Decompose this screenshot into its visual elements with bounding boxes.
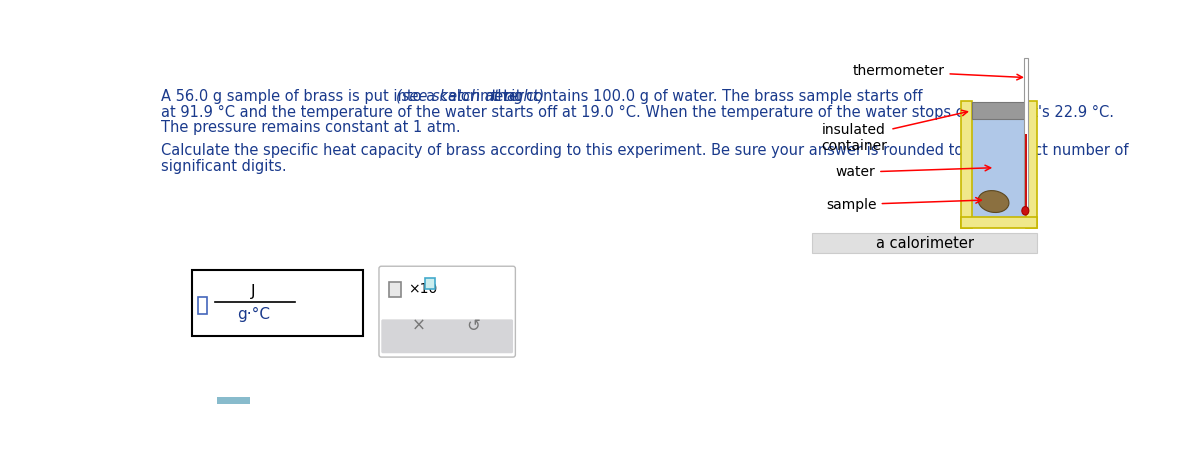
Bar <box>972 102 1026 119</box>
Ellipse shape <box>978 191 1008 212</box>
Text: The pressure remains constant at 1 atm.: The pressure remains constant at 1 atm. <box>161 120 461 135</box>
Bar <box>217 397 250 404</box>
Text: significant digits.: significant digits. <box>161 158 286 173</box>
Text: Calculate the specific heat capacity of brass according to this experiment. Be s: Calculate the specific heat capacity of … <box>161 143 1129 158</box>
Text: thermometer: thermometer <box>853 64 1023 80</box>
Bar <box>1026 101 1037 228</box>
Bar <box>425 278 435 289</box>
Bar <box>1024 58 1027 211</box>
FancyBboxPatch shape <box>382 319 514 353</box>
Text: J: J <box>251 284 256 299</box>
Bar <box>812 233 1037 253</box>
Bar <box>972 119 1026 217</box>
Bar <box>1025 134 1027 211</box>
Text: ×: × <box>411 316 425 335</box>
Text: A 56.0 g sample of brass is put into a calorimeter: A 56.0 g sample of brass is put into a c… <box>161 89 529 104</box>
FancyBboxPatch shape <box>379 266 516 357</box>
Text: ×10: ×10 <box>409 282 438 296</box>
Bar <box>961 101 972 228</box>
Bar <box>961 217 1037 228</box>
Text: water: water <box>835 165 991 179</box>
Text: (see sketch at right): (see sketch at right) <box>396 89 544 104</box>
Ellipse shape <box>1021 207 1028 215</box>
Text: at 91.9 °C and the temperature of the water starts off at 19.0 °C. When the temp: at 91.9 °C and the temperature of the wa… <box>161 105 1114 120</box>
Bar <box>389 281 402 297</box>
Text: sample: sample <box>826 197 981 212</box>
Text: g·°C: g·°C <box>237 307 270 322</box>
Text: ↺: ↺ <box>465 316 479 335</box>
Text: a calorimeter: a calorimeter <box>875 236 973 251</box>
Bar <box>192 270 363 336</box>
Bar <box>198 297 207 314</box>
Text: that contains 100.0 g of water. The brass sample starts off: that contains 100.0 g of water. The bras… <box>487 89 922 104</box>
Text: insulated
container: insulated container <box>821 110 967 153</box>
